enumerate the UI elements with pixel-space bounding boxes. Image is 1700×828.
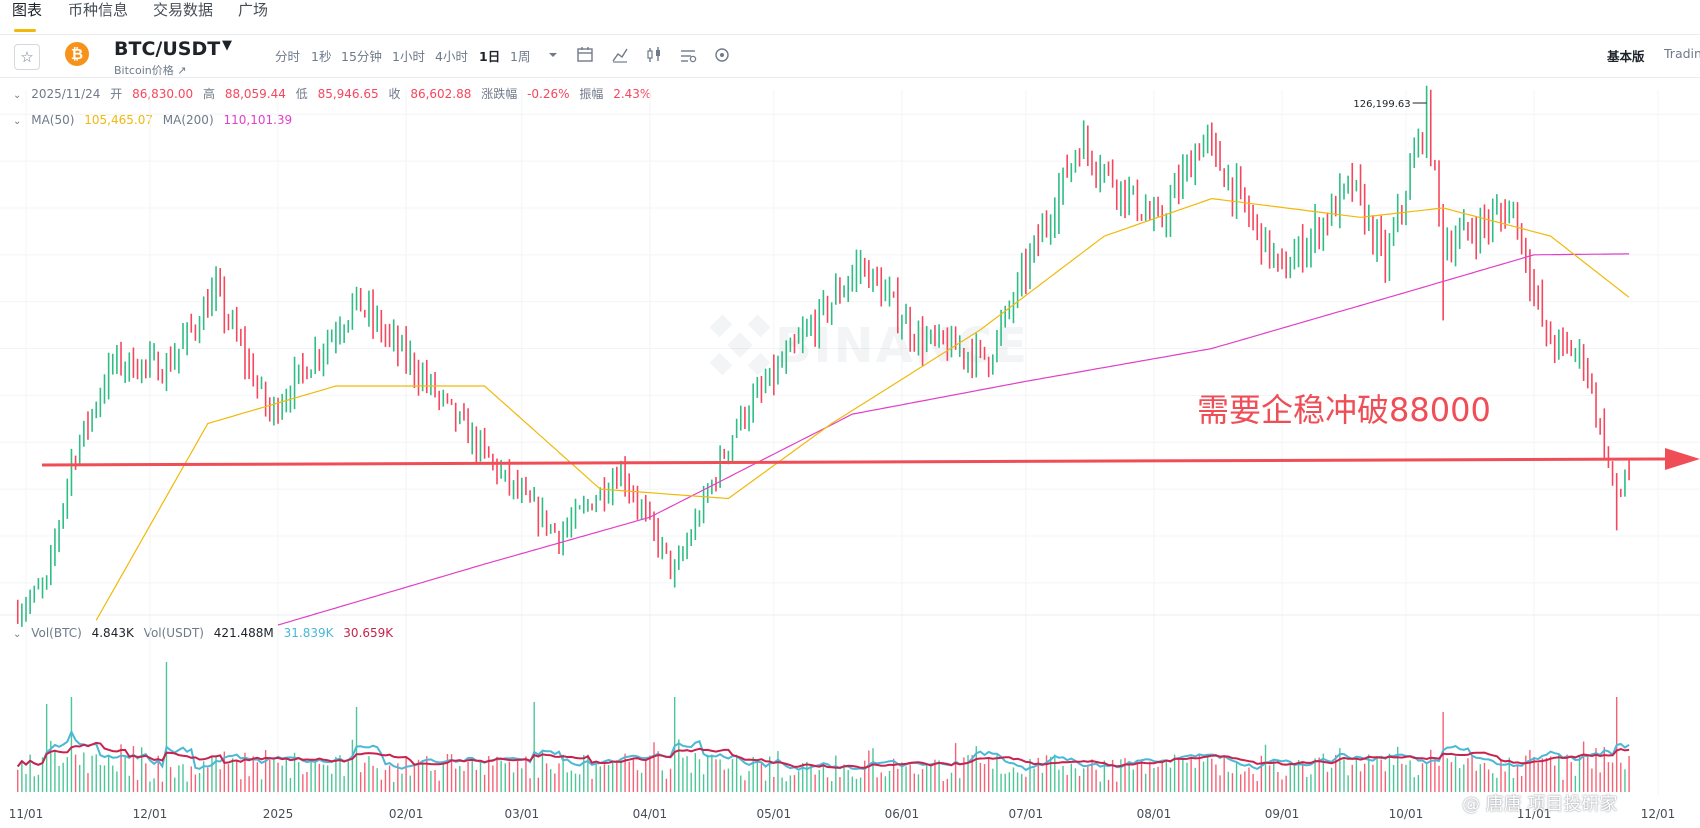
volume-legend: ⌄ Vol(BTC) 4.843K Vol(USDT) 421.488M 31.… <box>13 624 399 642</box>
source-watermark: @ 唐唐 项目投研家 <box>1462 794 1618 815</box>
support-arrow <box>41 448 1700 470</box>
favorite-star-icon[interactable]: ☆ <box>14 44 40 70</box>
candle-style-icon[interactable] <box>643 44 665 66</box>
x-axis-label: 05/01 <box>757 807 792 821</box>
x-axis-label: 07/01 <box>1009 807 1044 821</box>
open-label: 开 <box>110 87 123 101</box>
symbol-subname[interactable]: Bitcoin价格 ↗ <box>114 64 187 77</box>
vol-btc-value: 4.843K <box>91 626 134 640</box>
tradingview-toggle[interactable]: TradingView <box>1664 46 1700 61</box>
low-value: 85,946.65 <box>317 87 379 101</box>
tab-chart[interactable]: 图表 <box>12 1 43 19</box>
basic-view-toggle[interactable]: 基本版 <box>1607 49 1645 64</box>
interval-1s[interactable]: 1秒 <box>311 49 332 64</box>
interval-1h[interactable]: 1小时 <box>392 49 425 64</box>
annotation-text: 需要企稳冲破88000 <box>1197 391 1491 429</box>
ma-legend: ⌄ MA(50) 105,465.07 MA(200) 110,101.39 <box>13 111 298 129</box>
interval-4h[interactable]: 4小时 <box>435 49 468 64</box>
volume-bars <box>17 662 1630 792</box>
low-label: 低 <box>295 87 308 101</box>
high-label: 高 <box>202 87 215 101</box>
ma50-value: 105,465.07 <box>84 113 153 127</box>
x-axis-label: 12/01 <box>133 807 168 821</box>
ma50-label: MA(50) <box>31 113 75 127</box>
settings-icon[interactable] <box>677 44 699 66</box>
support-line <box>41 457 1666 467</box>
top-nav: 图表 币种信息 交易数据 广场 <box>0 0 1700 35</box>
collapse-chevron-icon[interactable]: ⌄ <box>13 90 22 101</box>
vol-ma1-line <box>16 729 1630 772</box>
candles <box>16 85 1630 627</box>
x-axis-label: 2025 <box>263 807 294 821</box>
ma200-line <box>277 253 1630 626</box>
ohlc-date: 2025/11/24 <box>31 87 101 101</box>
x-axis-labels: 11/01 12/01 2025 02/01 03/01 04/01 05/01 06/01 0… <box>9 807 1676 821</box>
ohlc-legend: ⌄ 2025/11/24 开 86,830.00 高 88,059.44 低 8… <box>13 85 657 103</box>
vol-ma2-value: 30.659K <box>343 626 394 640</box>
ma50-line <box>95 197 1630 621</box>
x-axis-label: 04/01 <box>633 807 668 821</box>
calendar-icon[interactable] <box>574 44 596 66</box>
indicator-icon[interactable] <box>609 44 631 66</box>
x-axis-label: 06/01 <box>885 807 920 821</box>
x-axis-label: 12/01 <box>1641 807 1676 821</box>
layout-icon[interactable] <box>711 44 733 66</box>
x-axis-label: 03/01 <box>505 807 540 821</box>
collapse-chevron-icon[interactable]: ⌄ <box>13 629 22 640</box>
active-tab-indicator <box>14 29 36 32</box>
collapse-chevron-icon[interactable]: ⌄ <box>13 116 22 127</box>
change-value: -0.26% <box>527 87 570 101</box>
high-value: 88,059.44 <box>224 87 286 101</box>
x-axis-label: 02/01 <box>389 807 424 821</box>
x-axis-label: 10/01 <box>1389 807 1424 821</box>
chart-toolbar: ☆ ₿ BTC/USDT ▼ Bitcoin价格 ↗ 分时 1秒 15分钟 1小… <box>0 35 1700 78</box>
close-value: 86,602.88 <box>410 87 472 101</box>
x-axis-label: 08/01 <box>1137 807 1172 821</box>
bitcoin-logo-icon: ₿ <box>65 42 89 66</box>
tab-trading-data[interactable]: 交易数据 <box>153 1 214 19</box>
vol-ma2-line <box>16 741 1630 769</box>
more-intervals-icon[interactable] <box>542 44 564 66</box>
ma200-label: MA(200) <box>162 113 214 127</box>
x-axis-label: 11/01 <box>9 807 44 821</box>
amplitude-label: 振幅 <box>579 87 604 101</box>
open-value: 86,830.00 <box>132 87 194 101</box>
symbol-pair[interactable]: BTC/USDT <box>114 38 221 60</box>
chart-grid <box>0 90 1700 795</box>
vol-usdt-label: Vol(USDT) <box>143 626 204 640</box>
vol-ma1-value: 31.839K <box>283 626 334 640</box>
vol-usdt-value: 421.488M <box>213 626 274 640</box>
x-axis-label: 09/01 <box>1265 807 1300 821</box>
close-label: 收 <box>388 87 401 101</box>
high-marker: 126,199.63 <box>1353 99 1427 110</box>
change-label: 涨跌幅 <box>481 87 518 101</box>
vol-btc-label: Vol(BTC) <box>31 626 82 640</box>
amplitude-value: 2.43% <box>613 87 652 101</box>
svg-text:BINANCE: BINANCE <box>775 318 1029 374</box>
interval-timeline[interactable]: 分时 <box>275 49 301 64</box>
arrow-head-icon <box>1665 448 1700 470</box>
symbol-dropdown-icon[interactable]: ▼ <box>222 38 232 53</box>
tab-coin-info[interactable]: 币种信息 <box>68 1 129 19</box>
interval-1w[interactable]: 1周 <box>510 49 531 64</box>
binance-watermark: BINANCE <box>709 314 1029 376</box>
high-marker-label: 126,199.63 <box>1353 99 1410 110</box>
interval-15m[interactable]: 15分钟 <box>341 49 382 64</box>
tab-square[interactable]: 广场 <box>238 1 269 19</box>
interval-1d[interactable]: 1日 <box>479 49 501 64</box>
ma200-value: 110,101.39 <box>223 113 293 127</box>
